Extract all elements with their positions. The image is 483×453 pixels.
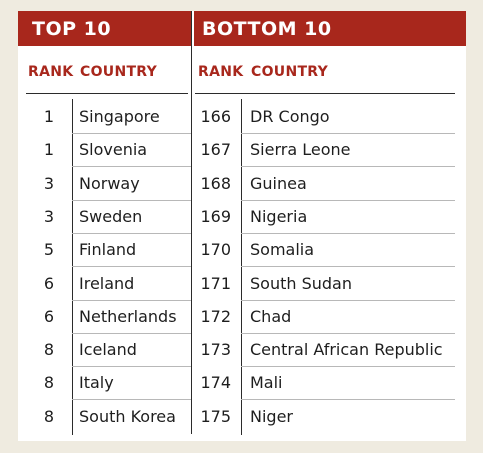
top-rank-cell: 6	[43, 274, 54, 293]
top-rank-cell: 8	[43, 340, 54, 359]
top-rank-cell: 8	[43, 407, 54, 426]
row-divider	[241, 300, 455, 301]
top-column-divider	[72, 99, 73, 435]
top-country-cell: Netherlands	[79, 307, 177, 326]
top-country-cell: Slovenia	[79, 140, 148, 159]
bottom-rank-cell: 173	[200, 340, 231, 359]
top-country-cell: Italy	[79, 373, 114, 392]
top-rank-cell: 3	[43, 207, 54, 226]
top-rank-cell: 1	[43, 107, 54, 126]
bottom-country-cell: Central African Republic	[250, 340, 443, 359]
row-divider	[72, 300, 191, 301]
top-10-title: TOP 10	[32, 18, 112, 40]
bottom-country-cell: Sierra Leone	[250, 140, 351, 159]
bottom-column-divider	[241, 99, 242, 435]
bottom-country-header: COUNTRY	[251, 64, 329, 80]
top-country-cell: Norway	[79, 174, 140, 193]
bottom-rank-cell: 166	[200, 107, 231, 126]
bottom-rank-header: RANK	[198, 64, 244, 80]
row-divider	[72, 399, 191, 400]
row-divider	[241, 266, 455, 267]
top-header-rule	[26, 93, 188, 94]
bottom-header-rule	[195, 93, 455, 94]
bottom-rank-cell: 170	[200, 240, 231, 259]
bottom-rank-cell: 174	[200, 373, 231, 392]
bottom-country-cell: DR Congo	[250, 107, 330, 126]
bottom-rank-cell: 168	[200, 174, 231, 193]
rankings-table: TOP 10 BOTTOM 10 RANK COUNTRY RANK COUNT…	[18, 11, 466, 441]
row-divider	[241, 399, 455, 400]
top-country-cell: Finland	[79, 240, 137, 259]
row-divider	[241, 233, 455, 234]
row-divider	[72, 133, 191, 134]
top-country-cell: Iceland	[79, 340, 137, 359]
row-divider	[241, 333, 455, 334]
top-country-cell: South Korea	[79, 407, 176, 426]
top-rank-cell: 3	[43, 174, 54, 193]
bottom-rank-cell: 169	[200, 207, 231, 226]
bottom-country-cell: Somalia	[250, 240, 315, 259]
top-rank-cell: 5	[43, 240, 54, 259]
bottom-country-cell: South Sudan	[250, 274, 352, 293]
top-rank-cell: 1	[43, 140, 54, 159]
banner-divider	[192, 11, 194, 46]
bottom-country-cell: Niger	[250, 407, 293, 426]
row-divider	[72, 333, 191, 334]
top-rank-cell: 8	[43, 373, 54, 392]
top-country-header: COUNTRY	[80, 64, 158, 80]
section-divider	[191, 11, 192, 434]
row-divider	[241, 200, 455, 201]
row-divider	[241, 133, 455, 134]
row-divider	[72, 200, 191, 201]
bottom-country-cell: Chad	[250, 307, 292, 326]
top-country-cell: Singapore	[79, 107, 160, 126]
header-banner: TOP 10 BOTTOM 10	[18, 11, 466, 46]
bottom-country-cell: Guinea	[250, 174, 307, 193]
top-country-cell: Ireland	[79, 274, 135, 293]
bottom-10-title: BOTTOM 10	[202, 18, 332, 40]
bottom-rank-cell: 167	[200, 140, 231, 159]
row-divider	[72, 166, 191, 167]
top-rank-header: RANK	[28, 64, 74, 80]
bottom-rank-cell: 171	[200, 274, 231, 293]
bottom-country-cell: Nigeria	[250, 207, 308, 226]
bottom-rank-cell: 172	[200, 307, 231, 326]
bottom-country-cell: Mali	[250, 373, 283, 392]
row-divider	[241, 366, 455, 367]
top-country-cell: Sweden	[79, 207, 143, 226]
top-rank-cell: 6	[43, 307, 54, 326]
row-divider	[72, 266, 191, 267]
row-divider	[241, 166, 455, 167]
row-divider	[72, 233, 191, 234]
row-divider	[72, 366, 191, 367]
bottom-rank-cell: 175	[200, 407, 231, 426]
